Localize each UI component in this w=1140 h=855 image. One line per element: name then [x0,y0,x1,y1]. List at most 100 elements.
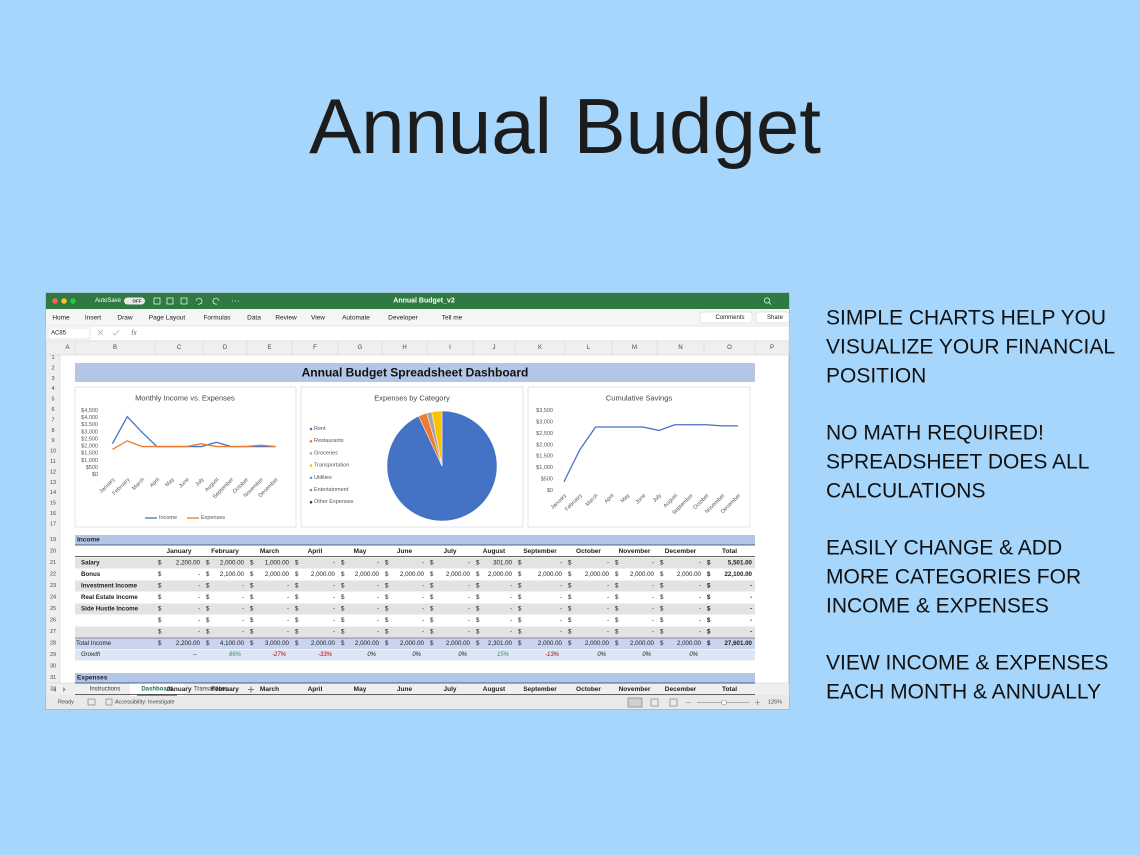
growth-value: 15% [497,652,510,658]
currency-symbol: $ [518,640,522,647]
sheet-tab[interactable]: Instructions [90,687,121,693]
share-button[interactable] [755,311,790,324]
currency-symbol: $ [615,606,619,613]
ribbon-tab[interactable]: Data [247,315,261,322]
feature-text: EACH MONTH & ANNUALLY [826,681,1101,704]
cell-value: 2,000.00 [677,640,702,647]
x-tick-label: May [620,493,632,505]
ribbon-tab[interactable]: Tell me [442,315,463,322]
feature-text: SPREADSHEET DOES ALL [826,451,1089,474]
currency-symbol: $ [341,606,345,613]
growth-value: 0% [642,652,651,658]
row-header: 11 [50,459,56,465]
cell-value: - [468,629,470,636]
month-header: July [443,548,456,555]
zoom-button[interactable] [70,298,76,304]
ribbon-tab[interactable]: View [311,315,325,322]
currency-symbol: $ [158,629,162,636]
column-header: H [402,345,406,351]
minimize-button[interactable] [61,298,67,304]
column-header: C [177,345,182,351]
currency-symbol: $ [385,606,389,613]
add-sheet-button[interactable] [248,686,254,693]
x-tick-label: July [194,477,205,488]
chart-title: Monthly Income vs. Expenses [135,394,235,403]
cell-value: - [510,617,512,624]
cell-value: - [607,594,609,601]
currency-symbol: $ [568,571,572,578]
currency-symbol: $ [341,571,345,578]
cell-value: - [560,594,562,601]
month-header: November [619,686,651,693]
legend-label: Transportation [314,463,349,469]
total-row-fill [75,638,755,649]
ribbon-tab[interactable]: Formulas [203,315,231,322]
currency-symbol: $ [660,583,664,590]
y-tick-label: $3,500 [81,422,98,428]
currency-symbol: $ [158,640,162,647]
cell-value: 2,000.00 [355,640,380,647]
accessibility-status[interactable]: Accessibility: Investigate [115,700,175,706]
ribbon-tab[interactable]: Automate [342,315,370,322]
month-header: April [308,548,323,555]
cell-value: - [377,606,379,613]
currency-symbol: $ [660,640,664,647]
cell-value: - [377,617,379,624]
row-header: 26 [50,618,56,624]
cell-value: - [607,560,609,567]
y-tick-label: $4,500 [81,408,98,414]
month-header: October [576,548,601,555]
cell-value: - [607,617,609,624]
ribbon-tab[interactable]: Page Layout [149,315,186,322]
ribbon-tab[interactable]: Draw [117,315,132,322]
cell-value: 2,000.00 [585,571,610,578]
month-header: May [354,686,367,693]
currency-symbol: $ [206,640,210,647]
cell-value: - [333,629,335,636]
currency-symbol: $ [385,640,389,647]
cell-value: 2,301.00 [488,640,513,647]
ribbon-tab[interactable]: Review [275,315,297,322]
feature-text: VIEW INCOME & EXPENSES [826,652,1108,675]
cell-value: 2,000.00 [220,560,245,567]
cell-value: - [287,617,289,624]
cell-value: - [607,606,609,613]
currency-symbol: $ [250,617,254,624]
cell-value: 2,000.00 [630,571,655,578]
growth-row-fill [75,649,755,661]
currency-symbol: $ [518,594,522,601]
autosave-toggle[interactable] [124,297,145,305]
currency-symbol: $ [615,617,619,624]
ribbon-tab[interactable]: Developer [388,315,418,322]
ribbon-tab[interactable]: Insert [85,315,101,322]
cell-value: - [699,629,701,636]
comments-button[interactable] [699,311,753,324]
close-button[interactable] [52,298,58,304]
ribbon-tab[interactable]: Home [52,315,70,322]
row-header: 20 [50,549,56,555]
currency-symbol: $ [295,594,299,601]
legend-label: Utilities [314,475,332,481]
currency-symbol: $ [430,617,434,624]
row-header: 30 [50,664,56,670]
cell-value: - [198,583,200,590]
growth-value: -27% [272,652,287,658]
data-line [563,424,739,483]
cell-value: 2,000.00 [311,640,336,647]
feature-text: POSITION [826,365,926,388]
cell-value: 2,100.00 [220,571,245,578]
y-tick-label: $1,000 [536,465,553,471]
cell-value: - [333,594,335,601]
currency-symbol: $ [476,583,480,590]
file-name: Annual Budget_v2 [393,298,455,305]
sheet-nav[interactable] [53,687,66,692]
y-tick-label: $0 [92,472,98,478]
cell-value: - [510,606,512,613]
name-box[interactable] [47,327,91,340]
zoom-slider-thumb[interactable] [721,699,727,706]
cell-value: - [750,617,752,624]
sheet-tab[interactable]: Dashboard [141,687,173,693]
currency-symbol: $ [430,571,434,578]
sheet-tab[interactable]: Transactions [194,687,228,693]
